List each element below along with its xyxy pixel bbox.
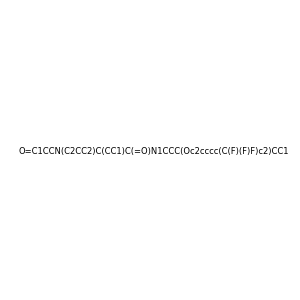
Text: O=C1CCN(C2CC2)C(CC1)C(=O)N1CCC(Oc2cccc(C(F)(F)F)c2)CC1: O=C1CCN(C2CC2)C(CC1)C(=O)N1CCC(Oc2cccc(C…: [19, 147, 289, 156]
